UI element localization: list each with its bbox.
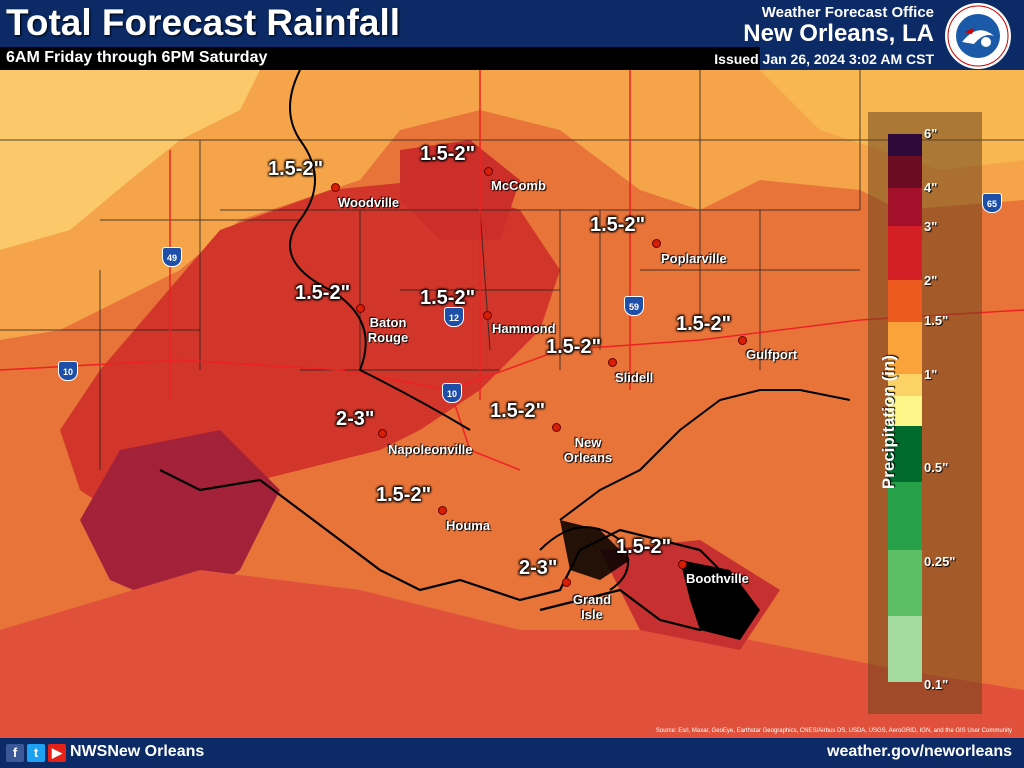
legend-swatch-3-4 [888,188,922,226]
amount-new-orleans: 1.5-2" [490,400,546,422]
legend-swatch-4-6 [888,156,922,188]
amount-poplarville: 1.5-2" [590,214,646,236]
city-poplarville: Poplarville [661,251,727,266]
amount-napoleonville: 2-3" [336,408,375,430]
legend-label-0-1: 0.1" [924,677,949,692]
city-baton-rouge: Baton Rouge [367,315,409,345]
city-dot-woodville [331,183,340,192]
youtube-icon[interactable]: ▶ [48,744,66,762]
legend-label-0-25: 0.25" [924,554,956,569]
city-dot-slidell [608,358,617,367]
nws-logo-icon [945,3,1011,69]
amount-slidell: 1.5-2" [546,336,602,358]
amount-woodville: 1.5-2" [268,158,324,180]
interstate-10-shield-central: 10 [442,383,462,403]
legend-swatch-0-5-0-75 [888,396,922,426]
city-grand-isle: Grand Isle [572,592,612,622]
city-dot-napoleonville [378,429,387,438]
city-hammond: Hammond [492,321,556,336]
twitter-icon[interactable]: t [27,744,45,762]
city-slidell: Slidell [615,370,654,385]
office-label: Weather Forecast Office [761,4,934,21]
interstate-10-shield-west: 10 [58,361,78,381]
city-napoleonville: Napoleonville [388,442,473,457]
legend-swatch-6 [888,134,922,156]
city-dot-hammond [483,311,492,320]
city-dot-mccomb [484,167,493,176]
city-dot-poplarville [652,239,661,248]
office-city: New Orleans, LA [743,20,934,47]
amount-boothville: 1.5-2" [616,536,672,558]
city-dot-grand-isle [562,578,571,587]
website-link[interactable]: weather.gov/neworleans [827,743,1012,760]
social-icons: f t ▶ [6,744,66,762]
city-mccomb: McComb [491,178,546,193]
city-gulfport: Gulfport [746,347,798,362]
amount-mccomb: 1.5-2" [420,143,476,165]
legend-title: Precipitation (in) [879,354,899,490]
city-houma: Houma [446,518,491,533]
city-dot-baton-rouge [356,304,365,313]
legend-swatch-1-5-2 [888,280,922,322]
legend-label-1: 1" [924,367,938,382]
legend-label-2: 2" [924,273,938,288]
legend-swatch-0-1 [888,616,922,682]
amount-grand-isle: 2-3" [519,557,558,579]
amount-gulfport: 1.5-2" [676,313,732,335]
legend-swatch-1-1-5 [888,322,922,374]
map-attribution: Source: Esri, Maxar, GeoEye, Earthstar G… [655,728,1012,734]
interstate-59-shield: 59 [624,296,644,316]
city-dot-new-orleans [552,423,561,432]
legend-swatch-0-75-1 [888,374,922,396]
interstate-49-shield: 49 [162,247,182,267]
social-handle[interactable]: NWSNew Orleans [70,743,205,760]
amount-houma: 1.5-2" [376,484,432,506]
header: Total Forecast Rainfall 6AM Friday throu… [0,0,1024,70]
legend-swatch-2-3 [888,226,922,280]
city-dot-gulfport [738,336,747,345]
us-12-shield: 12 [444,307,464,327]
city-boothville: Boothville [686,571,749,586]
legend-swatch-0-25-0-5 [888,482,922,550]
time-range: 6AM Friday through 6PM Saturday [6,49,268,66]
legend-swatch-0-1-0-25 [888,550,922,616]
city-new-orleans: New Orleans [563,435,613,465]
amount-baton-rouge: 1.5-2" [295,282,351,304]
legend-swatch-0-5 [888,426,922,482]
footer: f t ▶ NWSNew Orleans weather.gov/neworle… [0,738,1024,768]
facebook-icon[interactable]: f [6,744,24,762]
legend-label-4: 4" [924,180,938,195]
amount-hammond: 1.5-2" [420,287,476,309]
subtitle-bar: 6AM Friday through 6PM Saturday [0,47,760,70]
legend-label-3: 3" [924,219,938,234]
legend-label-6: 6" [924,126,938,141]
city-dot-houma [438,506,447,515]
interstate-65-shield: 65 [982,193,1002,213]
city-woodville: Woodville [338,195,400,210]
page-title: Total Forecast Rainfall [6,2,401,43]
precipitation-legend: 6" 4" 3" 2" 1.5" 1" 0.5" 0.25" 0.1" Prec… [868,112,982,714]
city-dot-boothville [678,560,687,569]
legend-label-1-5: 1.5" [924,313,949,328]
legend-label-0-5: 0.5" [924,460,949,475]
issued-time: Issued Jan 26, 2024 3:02 AM CST [714,51,934,67]
